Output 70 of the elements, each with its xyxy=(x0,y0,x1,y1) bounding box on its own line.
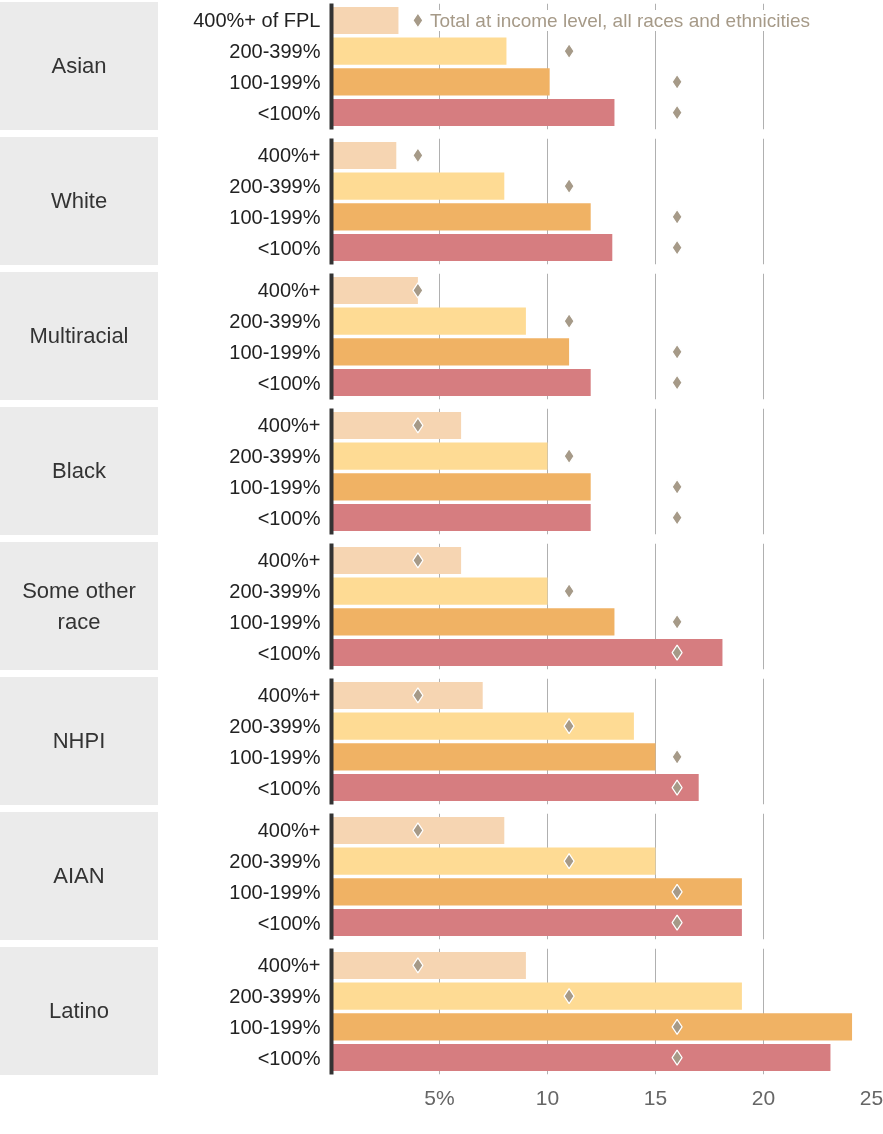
text: White xyxy=(50,187,108,216)
y-tick-label: 100-199% xyxy=(229,205,321,228)
text: Multiracial xyxy=(29,322,129,351)
bar xyxy=(331,681,483,709)
y-tick-label: <100% xyxy=(257,911,321,934)
bar xyxy=(331,639,723,667)
y-tick-label: <100% xyxy=(257,236,321,259)
bar xyxy=(331,1013,853,1041)
x-tick-label: 15 xyxy=(643,1085,668,1109)
y-tick-label: 200-399% xyxy=(229,985,321,1008)
y-tick-label: 200-399% xyxy=(229,175,321,198)
y-tick-label: <100% xyxy=(257,1046,321,1069)
y-tick-label: 200-399% xyxy=(229,40,321,63)
text: Latino xyxy=(49,997,109,1026)
bar xyxy=(331,546,462,574)
y-tick-label: 400%+ xyxy=(257,684,321,707)
y-tick-label: 400%+ xyxy=(257,819,321,842)
y-tick-label: 100-199% xyxy=(229,610,321,633)
y-tick-label: 400%+ xyxy=(257,549,321,572)
bar xyxy=(331,982,742,1010)
series-label: Total at income level, all races and ethnicities xyxy=(429,9,811,31)
bar xyxy=(331,338,570,366)
y-tick-label: 200-399% xyxy=(229,850,321,873)
y-tick-label: 100-199% xyxy=(229,475,321,498)
bar xyxy=(331,6,399,34)
y-tick-label: 400%+ xyxy=(257,954,321,977)
x-tick-label: 10 xyxy=(535,1085,560,1109)
bar xyxy=(331,951,526,979)
y-tick-label: <100% xyxy=(257,101,321,124)
y-tick-label: 200-399% xyxy=(229,715,321,738)
bar xyxy=(331,307,526,335)
bar xyxy=(331,369,591,397)
y-tick-label: 400%+ xyxy=(257,414,321,437)
bar xyxy=(331,712,634,740)
y-tick-label: 400%+ of FPL xyxy=(193,9,321,32)
y-tick-label: 200-399% xyxy=(229,310,321,333)
text: Some other race xyxy=(21,576,137,636)
bar xyxy=(331,1044,831,1072)
y-tick-label: 400%+ xyxy=(257,144,321,167)
x-tick-label: 25 xyxy=(859,1085,883,1109)
text: Asian xyxy=(51,52,107,81)
y-tick-label: 100-199% xyxy=(229,1015,321,1038)
y-tick-label: 200-399% xyxy=(229,580,321,603)
text: Black xyxy=(52,457,106,486)
y-tick-label: <100% xyxy=(257,506,321,529)
y-tick-label: 100-199% xyxy=(229,880,321,903)
bar xyxy=(331,608,615,636)
bar xyxy=(331,774,699,802)
y-tick-label: <100% xyxy=(257,641,321,664)
y-tick-label: 200-399% xyxy=(229,445,321,468)
bar xyxy=(331,99,615,127)
x-tick-label: 5% xyxy=(424,1085,455,1109)
bar xyxy=(331,276,418,304)
x-tick-label: 20 xyxy=(751,1085,776,1109)
y-tick-label: 400%+ xyxy=(257,279,321,302)
bar xyxy=(331,234,613,262)
text: NHPI xyxy=(52,727,106,756)
bar xyxy=(331,37,507,65)
bar xyxy=(331,172,505,200)
bar xyxy=(331,203,591,231)
y-tick-label: 100-199% xyxy=(229,745,321,768)
bar xyxy=(331,743,656,771)
y-tick-label: 100-199% xyxy=(229,340,321,363)
y-tick-label: <100% xyxy=(257,776,321,799)
y-tick-label: <100% xyxy=(257,371,321,394)
text: AIAN xyxy=(53,862,105,891)
bar xyxy=(331,68,550,96)
bar xyxy=(331,141,397,169)
y-tick-label: 100-199% xyxy=(229,70,321,93)
bar xyxy=(331,577,548,605)
